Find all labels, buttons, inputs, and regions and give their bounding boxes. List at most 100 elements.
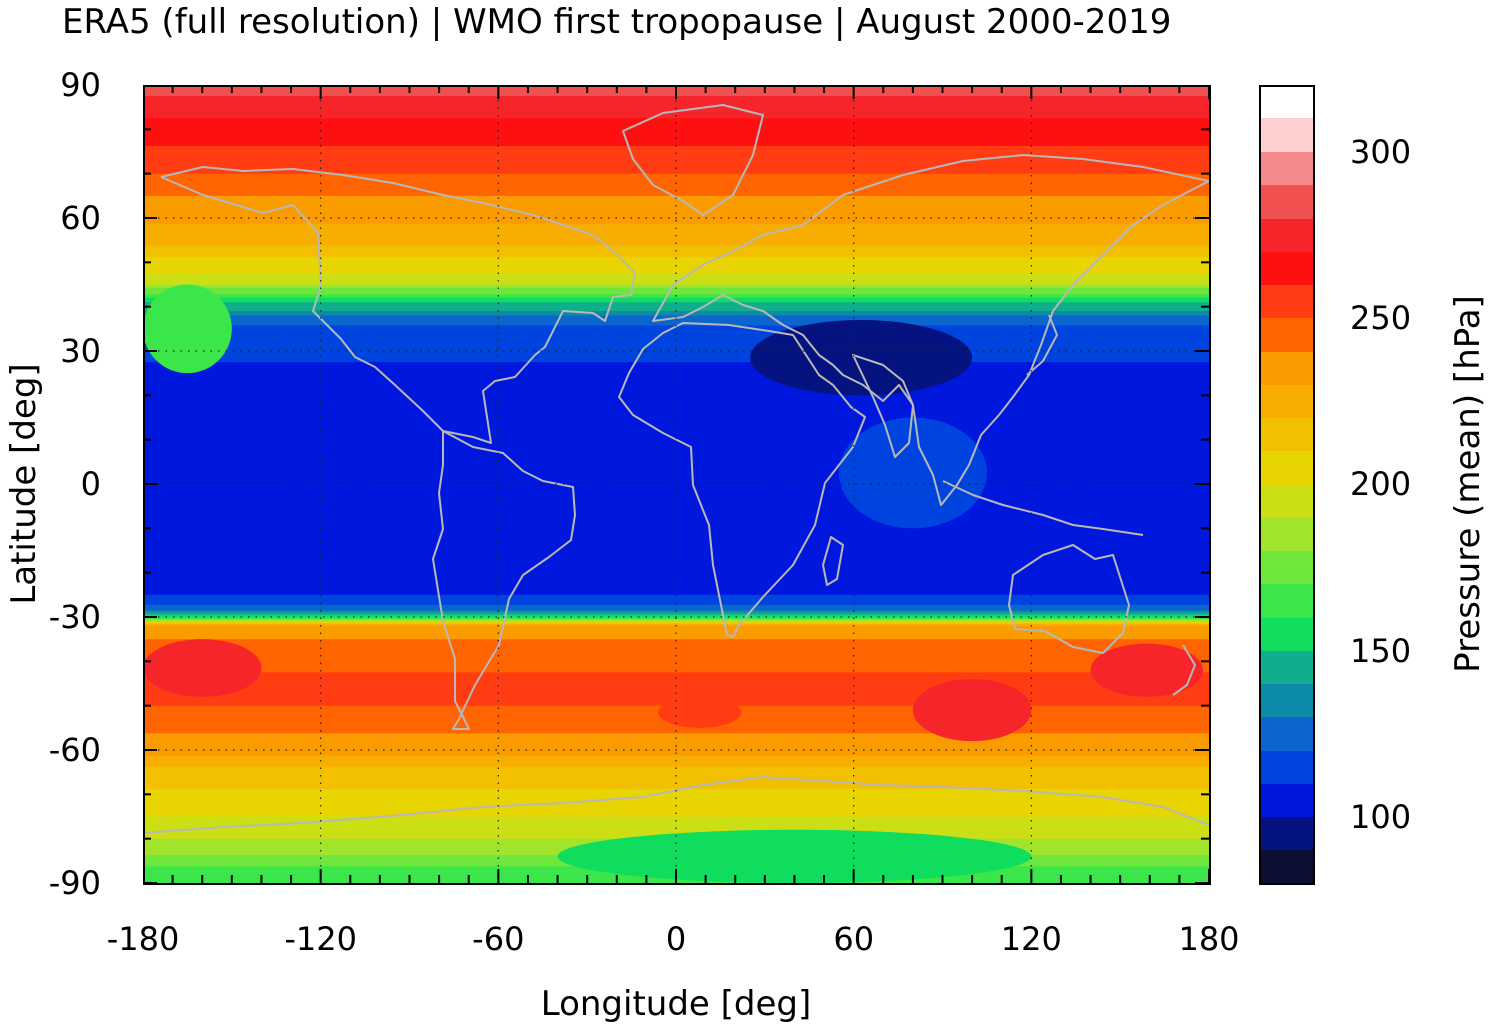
pressure-band [143, 533, 1209, 541]
pressure-band [143, 302, 1209, 308]
pressure-band [143, 151, 1209, 158]
colorbar-segment [1259, 783, 1313, 817]
pressure-band [143, 162, 1209, 169]
pressure-band [143, 456, 1209, 463]
pressure-band [143, 655, 1209, 662]
x-axis-label-text: Longitude [deg] [540, 984, 812, 1024]
colorbar-label: Pressure (mean) [hPa] [1448, 295, 1488, 673]
coastline-japan [1026, 314, 1058, 376]
pressure-band [143, 223, 1209, 230]
y-tick-label: 0 [80, 465, 101, 503]
colorbar-segment [1259, 251, 1313, 285]
x-tick-label: 180 [1178, 920, 1240, 958]
pressure-band [143, 794, 1209, 801]
pressure-band [143, 511, 1209, 518]
pressure-band [143, 604, 1209, 609]
map-plot-area[interactable] [143, 85, 1209, 883]
pressure-band [143, 589, 1209, 596]
pressure-band [143, 544, 1209, 552]
x-tick-label: -180 [106, 920, 180, 958]
colorbar-segment [1259, 550, 1313, 585]
coastline-new-zealand [1172, 644, 1196, 696]
pressure-band [143, 572, 1209, 579]
colorbar-segment [1259, 517, 1313, 551]
coastlines [143, 104, 1209, 834]
pressure-feature [838, 417, 987, 529]
colorbar-segment [1259, 184, 1313, 219]
colorbar-segment [1259, 284, 1313, 319]
coastline-antarctica [143, 776, 1209, 834]
pressure-band [143, 173, 1209, 180]
pressure-band [143, 500, 1209, 507]
coastline-greenland [622, 104, 764, 216]
pressure-band [143, 528, 1209, 535]
pressure-feature [912, 679, 1032, 742]
pressure-band [143, 212, 1209, 219]
pressure-band [143, 738, 1209, 746]
x-tick-label: 120 [1000, 920, 1062, 958]
pressure-band [143, 287, 1209, 292]
pressure-band [143, 179, 1209, 186]
pressure-band [143, 118, 1209, 125]
pressure-band [143, 101, 1209, 108]
pressure-band [143, 378, 1209, 385]
pressure-band [143, 661, 1209, 668]
map-field [143, 85, 1209, 883]
pressure-band [143, 311, 1209, 317]
pressure-band [143, 395, 1209, 402]
colorbar-segment [1259, 351, 1313, 385]
pressure-band [143, 766, 1209, 773]
pressure-band [143, 201, 1209, 208]
coastline-madagascar [822, 536, 844, 586]
pressure-band [143, 783, 1209, 790]
pressure-band [143, 423, 1209, 430]
x-tick-label: 0 [665, 920, 687, 958]
pressure-band [143, 406, 1209, 413]
pressure-band [143, 484, 1209, 491]
x-tick-label: 60 [833, 920, 875, 958]
pressure-feature [1090, 643, 1204, 697]
y-tick-label: -30 [48, 598, 101, 636]
pressure-band [143, 428, 1209, 435]
pressure-band [143, 267, 1209, 275]
colorbar-segment [1259, 118, 1313, 152]
colorbar-segment [1259, 384, 1313, 418]
pressure-band [143, 625, 1209, 630]
pressure-band [143, 245, 1209, 252]
gridlines [143, 85, 1209, 883]
pressure-band [143, 334, 1209, 341]
coastline-south-america [432, 430, 576, 730]
pressure-band [143, 561, 1209, 568]
pressure-band [143, 234, 1209, 241]
pressure-band [143, 96, 1209, 103]
pressure-band [143, 339, 1209, 347]
pressure-band [143, 251, 1209, 258]
pressure-band [143, 322, 1209, 327]
colorbar-segment [1259, 218, 1313, 252]
pressure-band [143, 273, 1209, 280]
pressure-band [143, 445, 1209, 452]
pressure-band [143, 506, 1209, 513]
colorbar-segment [1259, 583, 1313, 618]
pressure-band [143, 677, 1209, 685]
coastline-eurasia [652, 154, 1209, 506]
pressure-band [143, 229, 1209, 236]
pressure-band [143, 650, 1209, 657]
pressure-band [143, 639, 1209, 646]
pressure-band [143, 129, 1209, 136]
pressure-band [143, 434, 1209, 441]
pressure-band [143, 297, 1209, 303]
pressure-band [143, 556, 1209, 563]
pressure-band [143, 777, 1209, 784]
pressure-band [143, 489, 1209, 496]
pressure-band [143, 614, 1209, 618]
pressure-band [143, 206, 1209, 214]
y-tick-label: -60 [48, 731, 101, 769]
pressure-feature [658, 696, 742, 728]
pressure-band [143, 145, 1209, 153]
pressure-band [143, 318, 1209, 323]
pressure-band [143, 810, 1209, 818]
pressure-band [143, 550, 1209, 557]
pressure-band [143, 594, 1209, 599]
pressure-band [143, 291, 1209, 296]
